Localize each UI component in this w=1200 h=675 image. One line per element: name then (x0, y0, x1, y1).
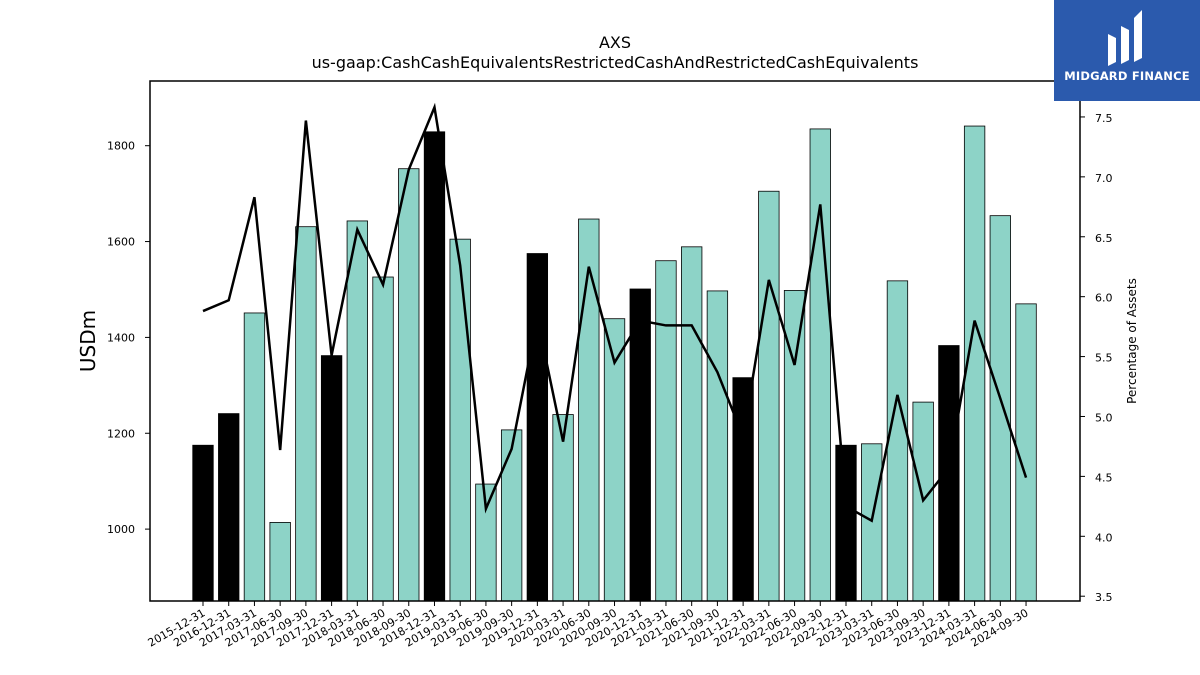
y2-tick-label: 6.0 (1095, 292, 1113, 305)
bar (989, 215, 1011, 602)
bar (218, 413, 240, 602)
y-tick-label: 1800 (107, 140, 135, 153)
bar (398, 168, 420, 602)
line-group (202, 102, 1028, 523)
y2-tick-label: 7.0 (1095, 172, 1113, 185)
y2-tick-label: 4.5 (1095, 471, 1113, 484)
logo-mark-icon (1108, 10, 1142, 66)
pct-of-assets-line (202, 102, 1028, 523)
bar (629, 288, 651, 602)
y2-tick-label: 3.5 (1095, 591, 1113, 604)
bar (938, 345, 960, 602)
bars-group (192, 125, 1037, 602)
bar (578, 218, 600, 602)
y2-tick-label: 5.5 (1095, 352, 1113, 365)
y-tick-label: 1600 (107, 236, 135, 249)
y2-tick-label: 6.5 (1095, 232, 1113, 245)
bar (269, 522, 291, 602)
bar (346, 220, 368, 602)
y-axis-label: USDm (76, 310, 100, 372)
bar (706, 290, 729, 602)
bar (655, 260, 677, 602)
y2-tick-label: 7.5 (1095, 112, 1113, 125)
bar (758, 190, 780, 602)
bar (861, 443, 883, 602)
bar (732, 377, 754, 602)
y-tick-label: 1400 (107, 331, 135, 344)
logo-text: MIDGARD FINANCE (1064, 69, 1190, 83)
bar (835, 444, 857, 602)
brand-logo: MIDGARD FINANCE (1054, 0, 1200, 101)
y2-tick-label: 5.0 (1095, 411, 1113, 424)
bar (295, 226, 317, 602)
y-tick-label: 1000 (107, 523, 135, 536)
bar (243, 312, 266, 602)
chart-title: AXS (599, 33, 631, 52)
bar (886, 280, 909, 602)
bar (192, 444, 214, 602)
y2-tick-label: 4.0 (1095, 531, 1113, 544)
bar (552, 414, 574, 602)
bar (320, 355, 343, 602)
y2-axis-label: Percentage of Assets (1125, 278, 1139, 404)
bar (681, 246, 703, 602)
bar (500, 429, 523, 602)
bar (423, 131, 446, 602)
bar (526, 253, 549, 602)
bar (809, 128, 831, 602)
bar (449, 238, 471, 602)
chart-subtitle: us-gaap:CashCashEquivalentsRestrictedCas… (312, 53, 919, 72)
y-tick-label: 1200 (107, 427, 135, 440)
bar (372, 276, 394, 602)
